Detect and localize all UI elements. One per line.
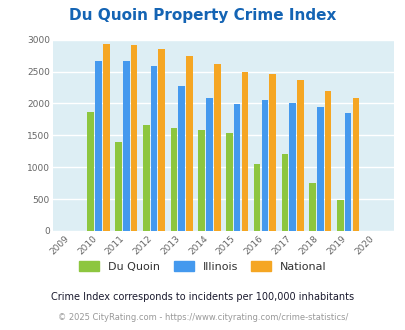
- Bar: [296, 81, 303, 231]
- Bar: [95, 61, 102, 231]
- Bar: [87, 112, 94, 231]
- Bar: [123, 61, 129, 231]
- Bar: [226, 133, 232, 231]
- Text: Du Quoin Property Crime Index: Du Quoin Property Crime Index: [69, 8, 336, 23]
- Bar: [281, 154, 288, 231]
- Bar: [115, 142, 122, 231]
- Bar: [206, 98, 212, 231]
- Text: © 2025 CityRating.com - https://www.cityrating.com/crime-statistics/: © 2025 CityRating.com - https://www.city…: [58, 314, 347, 322]
- Bar: [289, 103, 295, 231]
- Bar: [143, 125, 149, 231]
- Bar: [130, 45, 137, 231]
- Bar: [269, 74, 275, 231]
- Bar: [324, 91, 330, 231]
- Bar: [336, 200, 343, 231]
- Bar: [178, 85, 185, 231]
- Bar: [352, 98, 358, 231]
- Bar: [198, 130, 205, 231]
- Bar: [309, 182, 315, 231]
- Bar: [170, 128, 177, 231]
- Bar: [213, 64, 220, 231]
- Bar: [150, 66, 157, 231]
- Bar: [158, 49, 165, 231]
- Bar: [241, 72, 247, 231]
- Bar: [103, 44, 109, 231]
- Bar: [185, 55, 192, 231]
- Bar: [253, 164, 260, 231]
- Text: Crime Index corresponds to incidents per 100,000 inhabitants: Crime Index corresponds to incidents per…: [51, 292, 354, 302]
- Bar: [233, 104, 240, 231]
- Legend: Du Quoin, Illinois, National: Du Quoin, Illinois, National: [76, 258, 329, 276]
- Bar: [344, 113, 351, 231]
- Bar: [261, 100, 268, 231]
- Bar: [316, 107, 323, 231]
